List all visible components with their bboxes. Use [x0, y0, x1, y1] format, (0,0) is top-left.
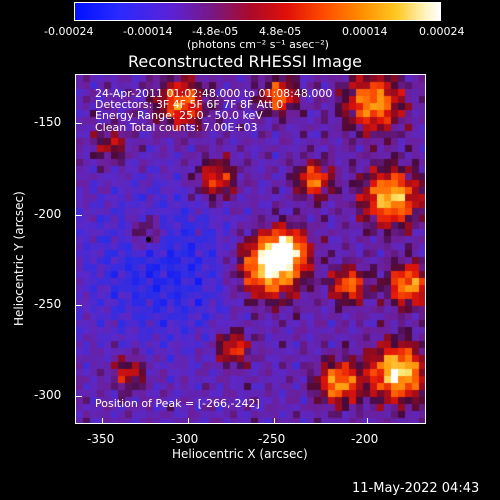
- info-counts: Clean Total counts: 7.00E+03: [95, 121, 258, 134]
- x-tick-mark: [102, 418, 103, 424]
- x-tick-label: -200: [351, 432, 379, 446]
- info-detectors: Detectors: 3F 4F 5F 6F 7F 8F Att 0: [95, 98, 284, 111]
- colorbar-tick-2: -0.00014: [123, 25, 173, 38]
- x-tick-mark: [274, 418, 275, 424]
- y-tick-mark: [76, 305, 82, 306]
- info-time-range: 24-Apr-2011 01:02:48.000 to 01:08:48.000: [95, 87, 333, 100]
- x-tick-label: -300: [171, 432, 199, 446]
- colorbar-units: (photons cm⁻² s⁻¹ asec⁻²): [187, 38, 329, 51]
- colorbar-tick-6: 0.00024: [419, 25, 465, 38]
- y-tick-label: -150: [34, 115, 62, 129]
- y-tick-label: -300: [34, 388, 62, 402]
- y-tick-mark: [76, 123, 82, 124]
- y-tick-mark: [76, 215, 82, 216]
- plot-title: Reconstructed RHESSI Image: [128, 52, 362, 71]
- plot-frame: [75, 74, 426, 424]
- y-tick-mark: [76, 396, 82, 397]
- x-tick-mark: [188, 418, 189, 424]
- colorbar: [74, 2, 441, 21]
- colorbar-tick-3: -4.8e-05: [192, 25, 239, 38]
- colorbar-tick-5: 0.00014: [342, 25, 388, 38]
- y-tick-label: -200: [34, 207, 62, 221]
- y-axis-label: Heliocentric Y (arcsec): [12, 191, 26, 326]
- colorbar-tick-4: 4.8e-05: [259, 25, 302, 38]
- x-tick-label: -250: [258, 432, 286, 446]
- y-tick-label: -250: [34, 297, 62, 311]
- colorbar-tick-1: -0.00024: [44, 25, 94, 38]
- footer-date: 11-May-2022 04:43: [352, 481, 480, 496]
- peak-marker: [146, 237, 151, 242]
- x-tick-label: -350: [87, 432, 115, 446]
- x-axis-label: Heliocentric X (arcsec): [172, 447, 308, 461]
- info-energy-range: Energy Range: 25.0 - 50.0 keV: [95, 109, 263, 122]
- heatmap-image: [76, 75, 425, 423]
- x-tick-mark: [367, 418, 368, 424]
- peak-position: Position of Peak = [-266,-242]: [95, 397, 260, 410]
